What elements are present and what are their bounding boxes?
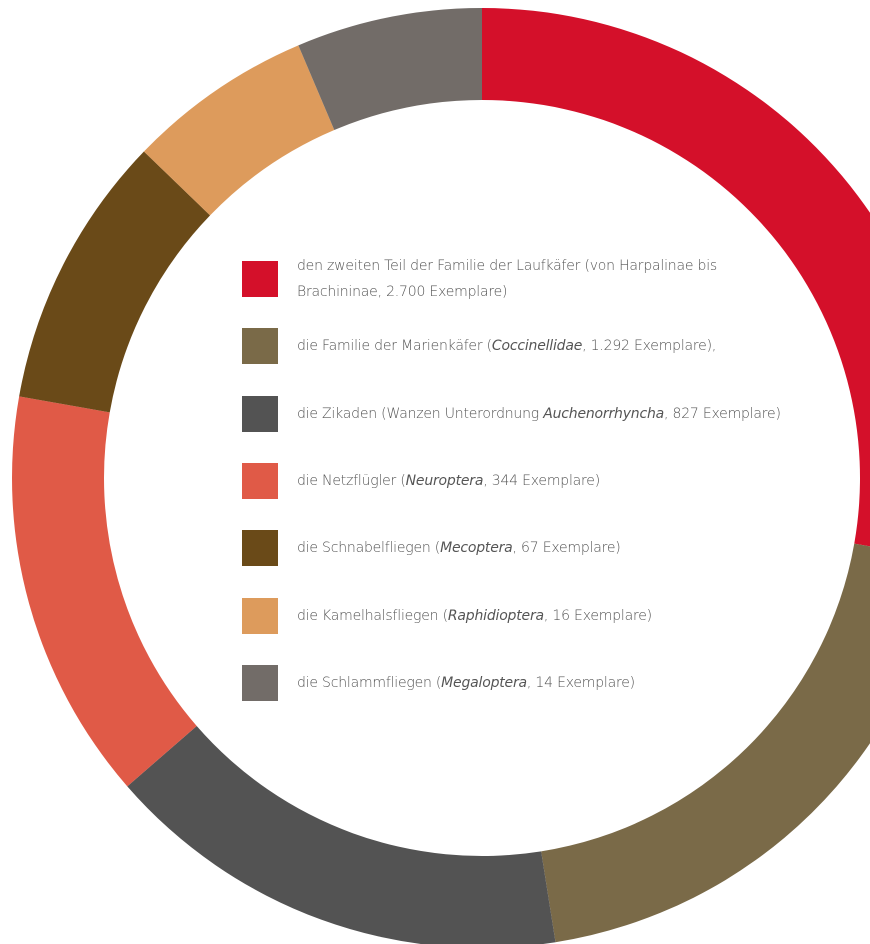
legend-label: die Kamelhalsfliegen (Raphidioptera, 16 … — [297, 603, 837, 629]
text: die Zikaden (Wanzen Unterordnung — [297, 405, 544, 422]
legend-item: die Familie der Marienkäfer (Coccinellid… — [242, 328, 837, 365]
legend-item: die Kamelhalsfliegen (Raphidioptera, 16 … — [242, 597, 837, 634]
legend-swatch — [242, 328, 278, 365]
donut-segment — [143, 45, 335, 216]
legend-label: den zweiten Teil der Familie der Laufkäf… — [297, 253, 767, 305]
text: , 14 Exemplare) — [526, 674, 635, 691]
text: die Schnabelfliegen ( — [297, 540, 441, 557]
text: , 67 Exemplare) — [512, 540, 621, 557]
donut-segment — [11, 396, 197, 787]
legend-item: die Schlammfliegen (Megaloptera, 14 Exem… — [242, 664, 837, 701]
italic-text: Neuroptera — [405, 472, 484, 489]
italic-text: Coccinellidae — [491, 338, 583, 355]
italic-text: Auchenorrhyncha — [543, 405, 664, 422]
legend-item: die Zikaden (Wanzen Unterordnung Aucheno… — [242, 395, 837, 432]
legend-item: die Schnabelfliegen (Mecoptera, 67 Exemp… — [242, 530, 837, 567]
donut-segment — [19, 151, 211, 413]
legend-swatch — [242, 261, 278, 297]
text: , 1.292 Exemplare), — [582, 338, 717, 355]
legend-label: die Schnabelfliegen (Mecoptera, 67 Exemp… — [297, 535, 837, 561]
legend-label: die Netzflügler (Neuroptera, 344 Exempla… — [297, 468, 837, 494]
legend-item: die Netzflügler (Neuroptera, 344 Exempla… — [242, 462, 837, 499]
text: , 16 Exemplare) — [543, 607, 652, 624]
legend-swatch — [242, 597, 278, 634]
italic-text: Raphidioptera — [447, 607, 544, 624]
legend-swatch — [242, 395, 278, 432]
legend-item: den zweiten Teil der Familie der Laufkäf… — [242, 258, 767, 300]
italic-text: Mecoptera — [440, 540, 513, 557]
text: den zweiten Teil der Familie der Laufkäf… — [297, 258, 717, 300]
donut-segment — [127, 725, 556, 944]
text: die Netzflügler ( — [297, 472, 406, 489]
donut-segment — [541, 543, 870, 943]
legend-label: die Schlammfliegen (Megaloptera, 14 Exem… — [297, 670, 837, 696]
legend-label: die Familie der Marienkäfer (Coccinellid… — [297, 333, 837, 359]
text: die Schlammfliegen ( — [297, 674, 442, 691]
legend-swatch — [242, 664, 278, 701]
italic-text: Megaloptera — [441, 674, 527, 691]
text: , 827 Exemplare) — [664, 405, 781, 422]
legend-swatch — [242, 462, 278, 499]
donut-segment — [298, 8, 482, 131]
legend-swatch — [242, 530, 278, 567]
legend-label: die Zikaden (Wanzen Unterordnung Aucheno… — [297, 401, 837, 427]
text: die Kamelhalsfliegen ( — [297, 607, 448, 624]
donut-segment — [482, 8, 870, 547]
text: die Familie der Marienkäfer ( — [297, 338, 492, 355]
text: , 344 Exemplare) — [483, 472, 600, 489]
